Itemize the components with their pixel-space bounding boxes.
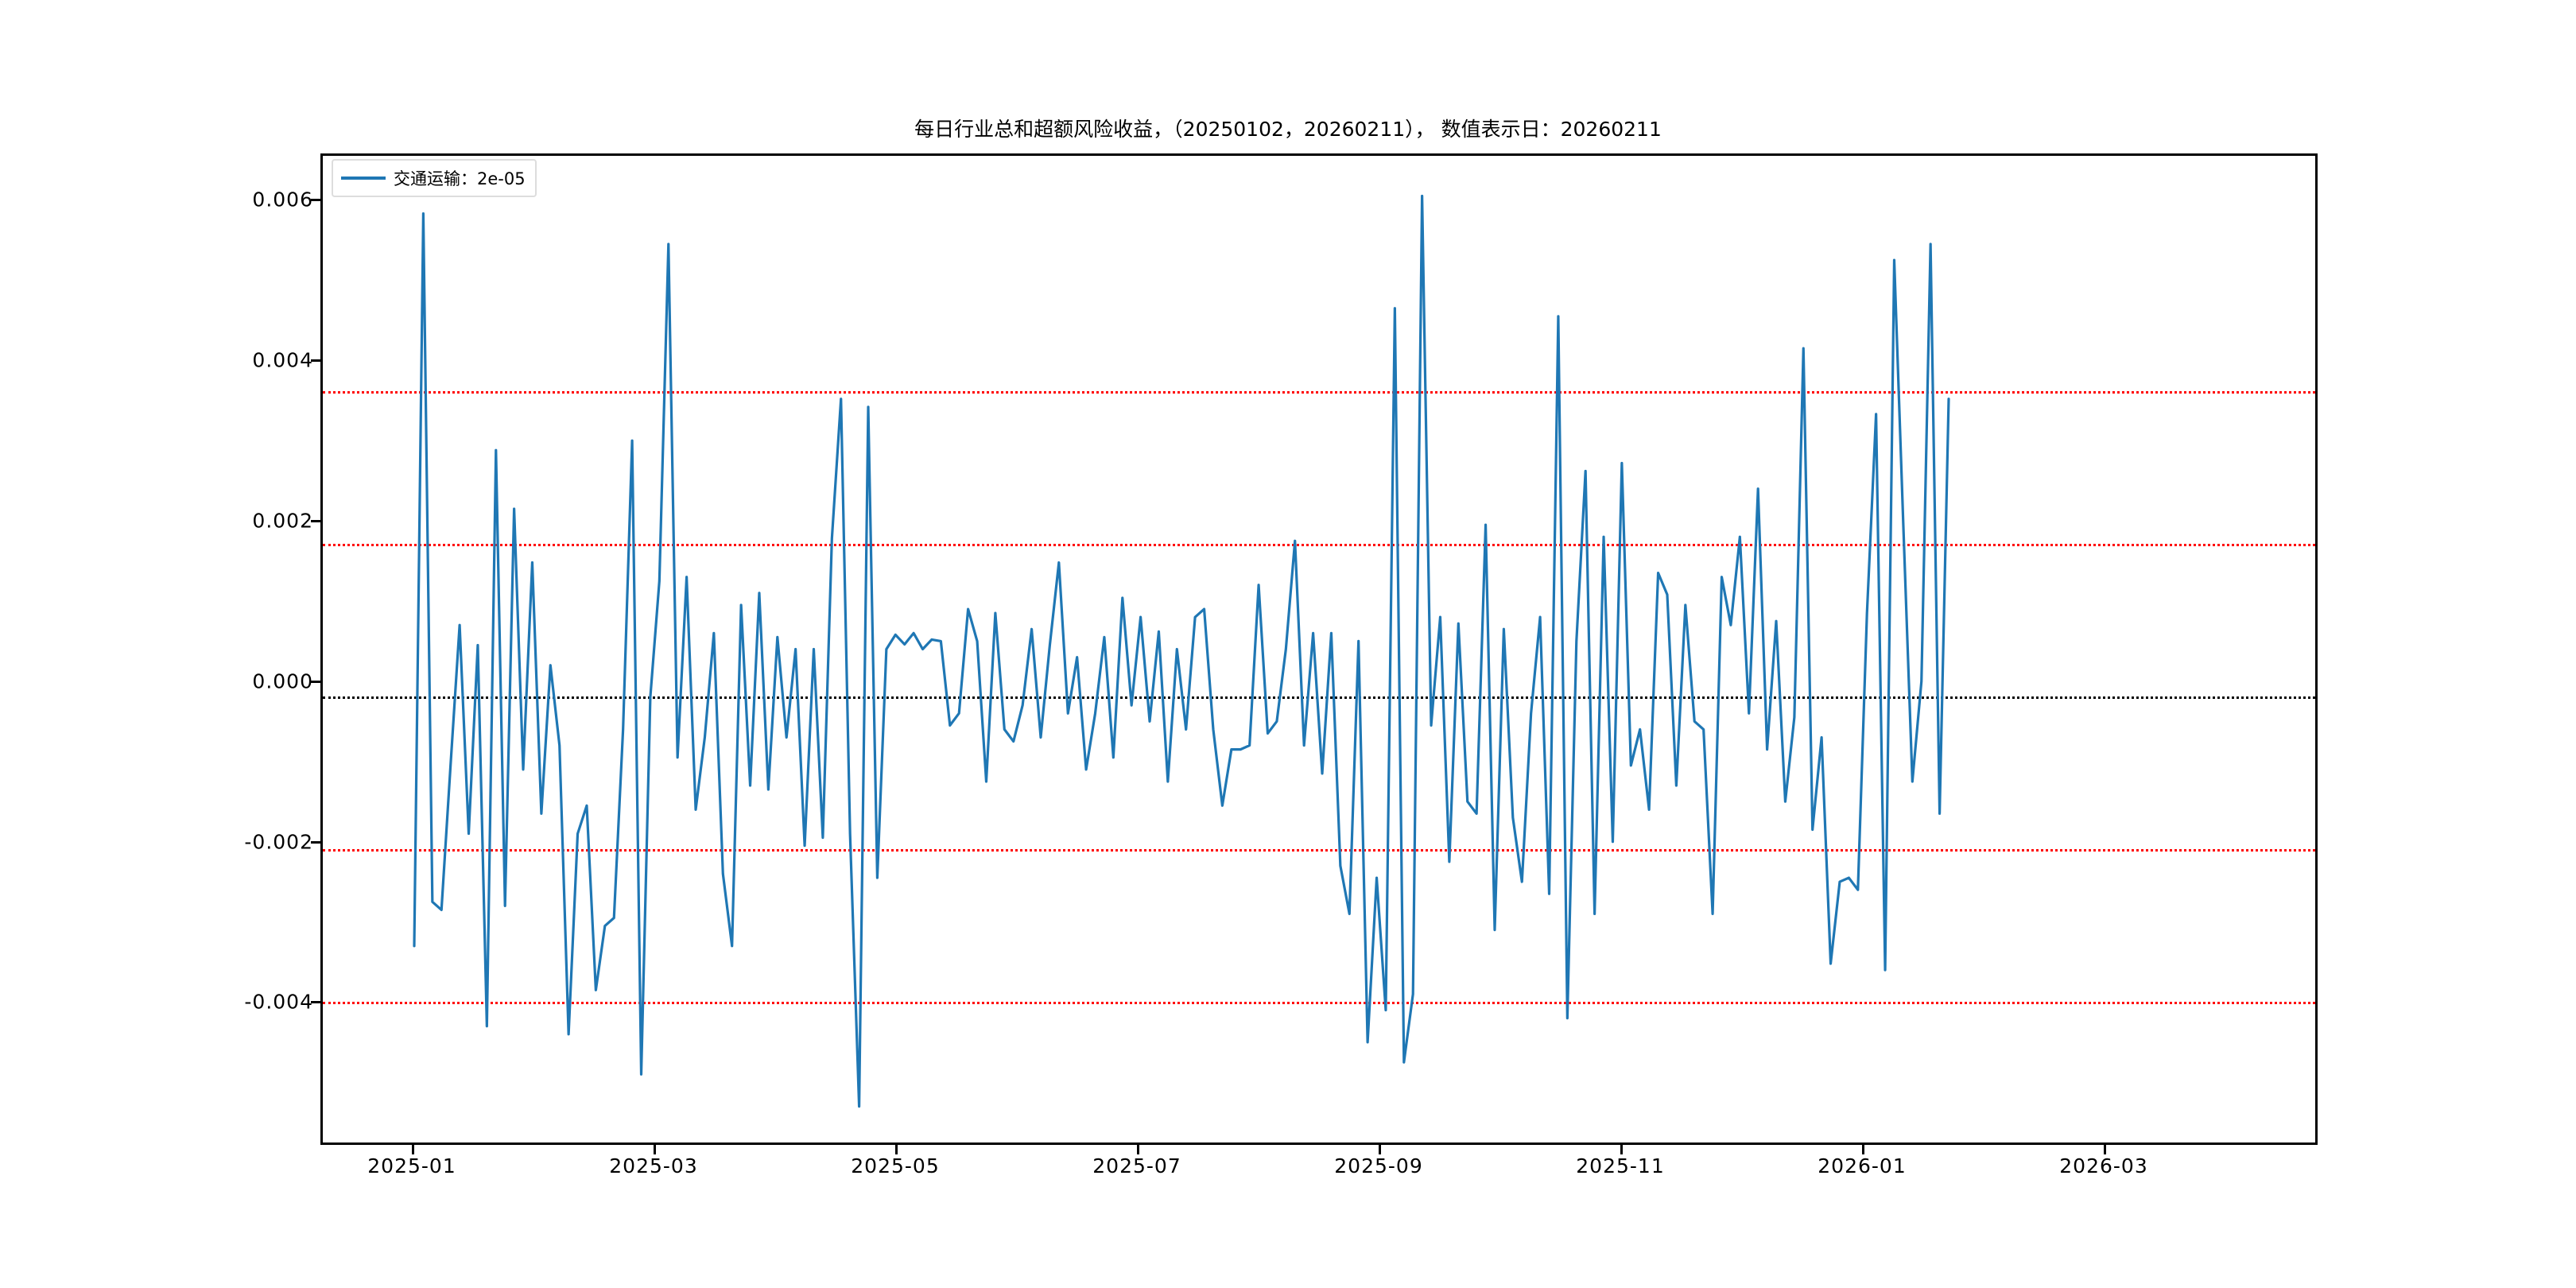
y-tick-mark — [311, 1001, 320, 1004]
x-tick-label: 2025-11 — [1576, 1154, 1665, 1177]
x-tick-label: 2025-01 — [367, 1154, 456, 1177]
reference-line-lower-1sigma — [323, 848, 2315, 852]
y-tick-mark — [311, 840, 320, 844]
chart-legend: 交通运输：2e-05 — [332, 159, 537, 197]
x-tick-mark — [1862, 1145, 1864, 1154]
x-tick-label: 2026-03 — [2059, 1154, 2148, 1177]
y-tick-label: -0.002 — [244, 830, 313, 854]
x-tick-mark — [412, 1145, 414, 1154]
x-tick-label: 2025-09 — [1334, 1154, 1423, 1177]
y-tick-label: -0.004 — [244, 990, 313, 1014]
x-tick-mark — [1379, 1145, 1381, 1154]
y-tick-mark — [311, 680, 320, 683]
legend-swatch-icon — [341, 177, 386, 180]
y-tick-mark — [311, 199, 320, 202]
y-tick-label: 0.002 — [252, 509, 313, 533]
x-tick-label: 2025-03 — [609, 1154, 698, 1177]
x-tick-label: 2025-07 — [1092, 1154, 1181, 1177]
x-tick-label: 2026-01 — [1818, 1154, 1907, 1177]
x-tick-mark — [1620, 1145, 1623, 1154]
y-tick-mark — [311, 359, 320, 363]
x-tick-mark — [895, 1145, 898, 1154]
y-tick-label: 0.004 — [252, 348, 313, 372]
x-tick-mark — [654, 1145, 656, 1154]
series-line-chart — [413, 194, 1950, 1108]
reference-line-upper-1sigma — [323, 544, 2315, 547]
chart-title: 每日行业总和超额风险收益，（20250102，20260211）， 数值表示日：… — [914, 118, 1662, 141]
y-tick-mark — [311, 520, 320, 523]
x-tick-mark — [1137, 1145, 1139, 1154]
x-tick-label: 2025-05 — [851, 1154, 940, 1177]
series-path-jiaotongyunshu — [413, 194, 1950, 1108]
reference-line-lower-2sigma — [323, 1002, 2315, 1005]
reference-line-mean — [323, 696, 2315, 700]
legend-label: 交通运输：2e-05 — [394, 169, 526, 188]
plot-area — [320, 153, 2318, 1145]
y-tick-label: 0.006 — [252, 188, 313, 211]
reference-line-upper-2sigma — [323, 390, 2315, 394]
x-tick-mark — [2104, 1145, 2106, 1154]
y-tick-label: 0.000 — [252, 669, 313, 693]
